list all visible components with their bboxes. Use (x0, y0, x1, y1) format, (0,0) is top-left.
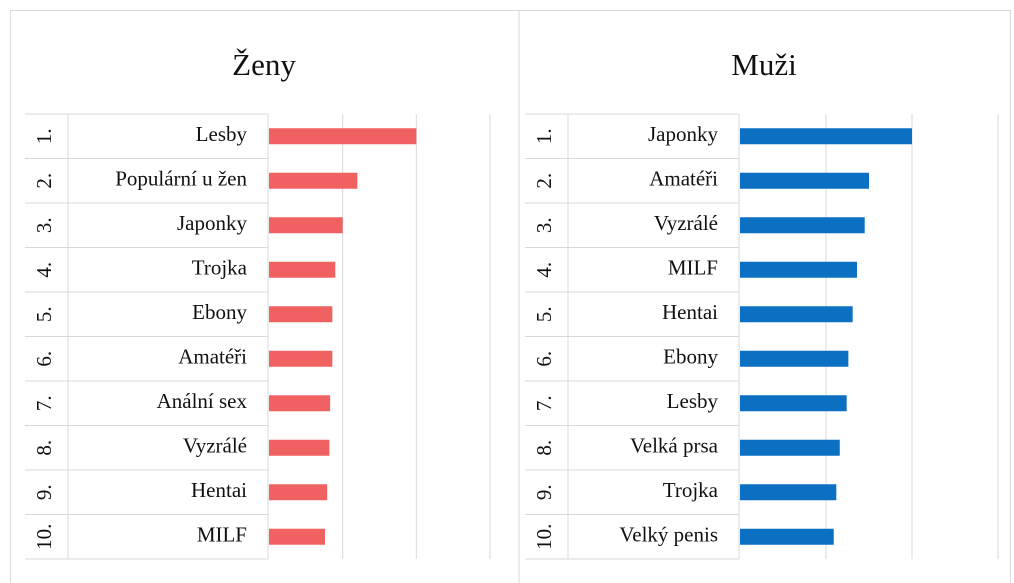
category-label: Anální sex (157, 389, 248, 413)
bar (269, 217, 343, 234)
bar (269, 306, 333, 323)
rank-label: 9. (532, 484, 556, 500)
bar (740, 128, 912, 145)
category-label: Japonky (648, 122, 718, 146)
panel-title: Ženy (232, 47, 296, 82)
bar (740, 395, 847, 412)
frame (10, 10, 1011, 583)
category-label: Hentai (191, 478, 247, 502)
bar (269, 172, 358, 189)
bar (740, 484, 837, 501)
rank-label: 5. (32, 306, 56, 322)
bar (740, 261, 857, 278)
rank-label: 8. (32, 440, 56, 456)
category-label: Trojka (663, 478, 719, 502)
bar (740, 172, 869, 189)
category-label: Vyzrálé (654, 211, 718, 235)
rank-label: 4. (532, 262, 556, 278)
bar (740, 306, 853, 323)
category-label: MILF (668, 256, 718, 280)
category-label: Amatéři (178, 345, 247, 369)
rank-label: 10. (32, 524, 56, 550)
bar (269, 528, 325, 545)
category-label: Velký penis (619, 523, 718, 547)
rank-label: 2. (532, 173, 556, 189)
category-label: Populární u žen (115, 167, 247, 191)
rank-label: 6. (532, 351, 556, 367)
category-label: Trojka (192, 256, 248, 280)
rank-label: 8. (532, 440, 556, 456)
category-label: Vyzrálé (183, 434, 247, 458)
bar (740, 439, 840, 456)
bar (740, 217, 865, 234)
category-label: Lesby (196, 122, 248, 146)
rank-label: 7. (32, 395, 56, 411)
rank-label: 3. (32, 217, 56, 233)
category-label: Hentai (662, 300, 718, 324)
category-label: Velká prsa (630, 434, 719, 458)
rank-label: 4. (32, 262, 56, 278)
rank-label: 10. (532, 524, 556, 550)
bar (269, 395, 331, 412)
bar (269, 261, 336, 278)
category-label: Amatéři (649, 167, 718, 191)
rank-label: 2. (32, 173, 56, 189)
rank-label: 5. (532, 306, 556, 322)
rank-label: 7. (532, 395, 556, 411)
bar (740, 528, 834, 545)
bar (740, 350, 849, 367)
bar (269, 439, 330, 456)
rank-label: 9. (32, 484, 56, 500)
bar (269, 350, 333, 367)
panel-title: Muži (731, 47, 797, 82)
rank-label: 6. (32, 351, 56, 367)
category-label: Japonky (177, 211, 247, 235)
rank-label: 3. (532, 217, 556, 233)
bar (269, 128, 417, 145)
category-label: Ebony (192, 300, 247, 324)
category-label: MILF (197, 523, 247, 547)
bar (269, 484, 328, 501)
rank-label: 1. (32, 128, 56, 144)
category-label: Ebony (663, 345, 718, 369)
category-label: Lesby (667, 389, 719, 413)
rank-label: 1. (532, 128, 556, 144)
